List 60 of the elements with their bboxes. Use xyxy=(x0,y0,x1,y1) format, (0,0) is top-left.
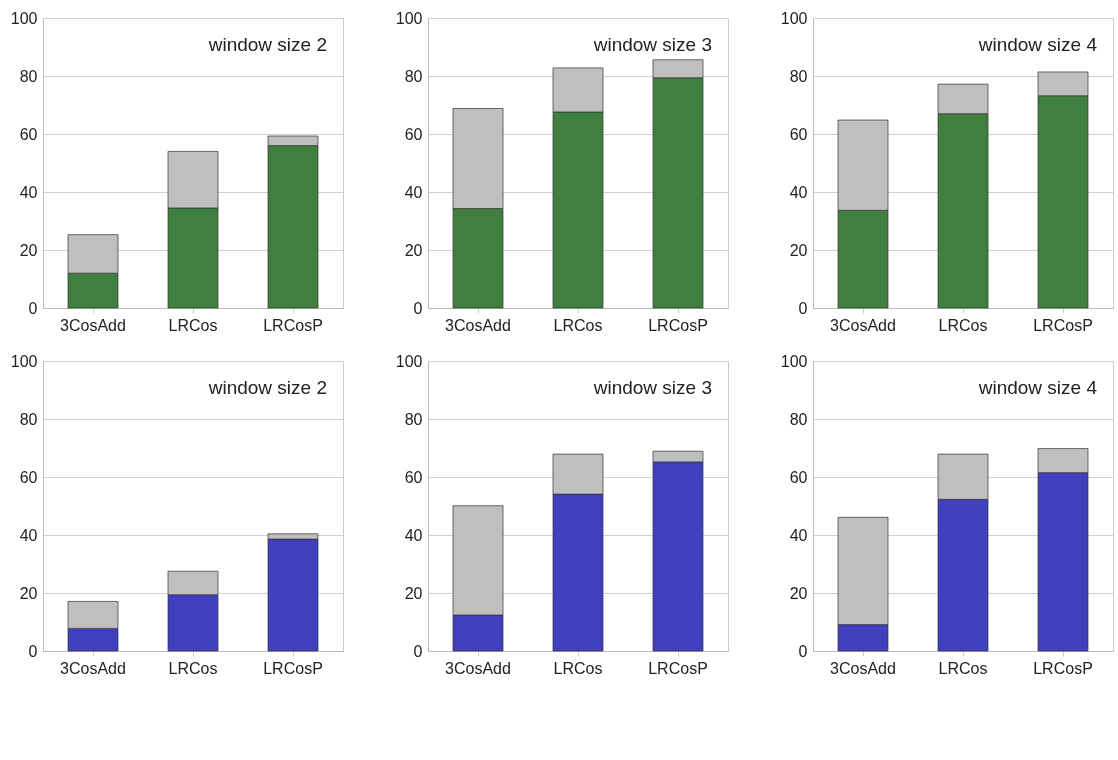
x-tick-label: LRCosP xyxy=(263,659,323,677)
x-tick-label: LRCosP xyxy=(648,316,708,334)
y-tick-label: 40 xyxy=(789,183,808,201)
y-tick-label: 100 xyxy=(10,352,38,370)
y-tick-label: 20 xyxy=(789,241,808,259)
y-tick-label: 80 xyxy=(789,67,808,85)
y-tick-label: 0 xyxy=(798,299,808,317)
y-tick-label: 60 xyxy=(19,125,38,143)
x-tick-label: 3CosAdd xyxy=(830,316,896,334)
y-tick-label: 80 xyxy=(19,67,38,85)
annotation: window size 4 xyxy=(977,34,1098,55)
y-tick-label: 0 xyxy=(413,299,423,317)
y-tick-label: 40 xyxy=(19,183,38,201)
y-tick-label: 0 xyxy=(28,299,38,317)
annotation: window size 3 xyxy=(592,377,712,398)
y-tick-label: 40 xyxy=(789,526,808,544)
x-tick-label: LRCosP xyxy=(648,659,708,677)
x-tick-label: 3CosAdd xyxy=(830,659,896,677)
y-tick-label: 80 xyxy=(404,410,423,428)
y-tick-label: 40 xyxy=(404,183,423,201)
y-tick-label: 20 xyxy=(789,584,808,602)
y-tick-label: 0 xyxy=(413,642,423,660)
y-tick-label: 100 xyxy=(395,352,423,370)
y-tick-label: 0 xyxy=(798,642,808,660)
y-tick-label: 80 xyxy=(404,67,423,85)
x-tick-label: LRCos xyxy=(168,659,218,677)
y-tick-label: 0 xyxy=(28,642,38,660)
x-tick-label: 3CosAdd xyxy=(445,316,511,334)
y-tick-label: 100 xyxy=(395,9,423,27)
y-tick-label: 100 xyxy=(780,9,808,27)
annotation: window size 2 xyxy=(207,377,327,398)
y-tick-label: 20 xyxy=(19,584,38,602)
y-tick-label: 20 xyxy=(404,241,423,259)
y-tick-label: 60 xyxy=(404,125,423,143)
y-tick-label: 60 xyxy=(789,125,808,143)
x-tick-label: LRCos xyxy=(938,659,988,677)
annotation: window size 3 xyxy=(592,34,712,55)
x-tick-label: LRCosP xyxy=(263,316,323,334)
x-tick-label: LRCos xyxy=(553,316,603,334)
x-tick-label: 3CosAdd xyxy=(445,659,511,677)
y-tick-label: 80 xyxy=(789,410,808,428)
y-tick-label: 20 xyxy=(404,584,423,602)
annotation: window size 4 xyxy=(977,377,1098,398)
y-tick-label: 60 xyxy=(19,468,38,486)
y-tick-label: 100 xyxy=(10,9,38,27)
x-tick-label: 3CosAdd xyxy=(60,316,126,334)
y-tick-label: 80 xyxy=(19,410,38,428)
x-tick-label: 3CosAdd xyxy=(60,659,126,677)
x-tick-label: LRCos xyxy=(938,316,988,334)
annotation: window size 2 xyxy=(207,34,327,55)
x-tick-label: LRCos xyxy=(553,659,603,677)
y-tick-label: 60 xyxy=(404,468,423,486)
x-tick-label: LRCos xyxy=(168,316,218,334)
y-tick-label: 40 xyxy=(404,526,423,544)
y-tick-label: 100 xyxy=(780,352,808,370)
y-tick-label: 60 xyxy=(789,468,808,486)
y-tick-label: 20 xyxy=(19,241,38,259)
y-tick-label: 40 xyxy=(19,526,38,544)
x-tick-label: LRCosP xyxy=(1033,659,1093,677)
x-tick-label: LRCosP xyxy=(1033,316,1093,334)
